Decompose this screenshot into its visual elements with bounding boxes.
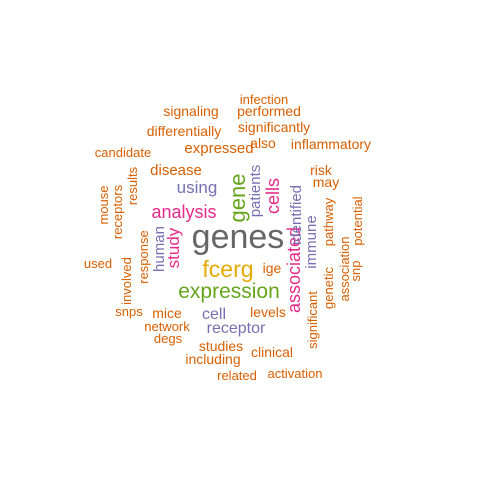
word-identified: identified: [288, 185, 305, 245]
word-risk: risk: [310, 162, 333, 178]
word-study: study: [164, 227, 183, 268]
word-activation: activation: [268, 366, 323, 381]
word-related: related: [217, 368, 257, 383]
word-associated: associated: [284, 227, 304, 313]
word-immune: immune: [303, 215, 320, 268]
word-fcerg: fcerg: [202, 256, 253, 282]
word-receptor: receptor: [207, 320, 266, 337]
word-genes: genes: [192, 218, 285, 256]
word-receptors: receptors: [110, 184, 125, 239]
word-cell: cell: [202, 306, 226, 323]
word-analysis: analysis: [151, 202, 216, 222]
word-snp: snp: [348, 261, 363, 282]
word-candidate: candidate: [95, 145, 151, 160]
word-results: results: [125, 166, 140, 205]
word-performed: performed: [237, 103, 301, 119]
word-studies: studies: [199, 338, 243, 354]
word-using: using: [177, 178, 218, 197]
word-expression: expression: [178, 280, 280, 303]
word-mice: mice: [152, 305, 182, 321]
word-gene: gene: [225, 174, 250, 223]
word-clinical: clinical: [251, 344, 293, 360]
word-network: network: [144, 319, 190, 334]
word-mouse: mouse: [96, 185, 111, 224]
word-patients: patients: [247, 165, 264, 218]
word-ige: ige: [263, 260, 282, 276]
word-levels: levels: [250, 304, 286, 320]
word-involved: involved: [119, 257, 134, 305]
word-response: response: [136, 230, 151, 283]
word-disease: disease: [150, 162, 202, 179]
word-signaling: signaling: [163, 103, 218, 119]
word-expressed: expressed: [184, 140, 253, 157]
word-may: may: [313, 174, 339, 190]
word-association: association: [337, 236, 352, 301]
word-significantly: significantly: [238, 119, 310, 135]
word-used: used: [84, 256, 112, 271]
word-potential: potential: [350, 196, 365, 245]
word-inflammatory: inflammatory: [291, 136, 371, 152]
word-significant: significant: [305, 291, 320, 349]
word-degs: degs: [154, 331, 183, 346]
word-genetic: genetic: [321, 267, 336, 309]
word-snps: snps: [115, 304, 143, 319]
word-also: also: [250, 135, 276, 151]
word-including: including: [185, 351, 240, 367]
word-infection: infection: [240, 92, 288, 107]
word-cells: cells: [263, 178, 283, 214]
word-human: human: [151, 226, 168, 272]
word-pathway: pathway: [321, 197, 336, 246]
word-differentially: differentially: [147, 123, 221, 139]
